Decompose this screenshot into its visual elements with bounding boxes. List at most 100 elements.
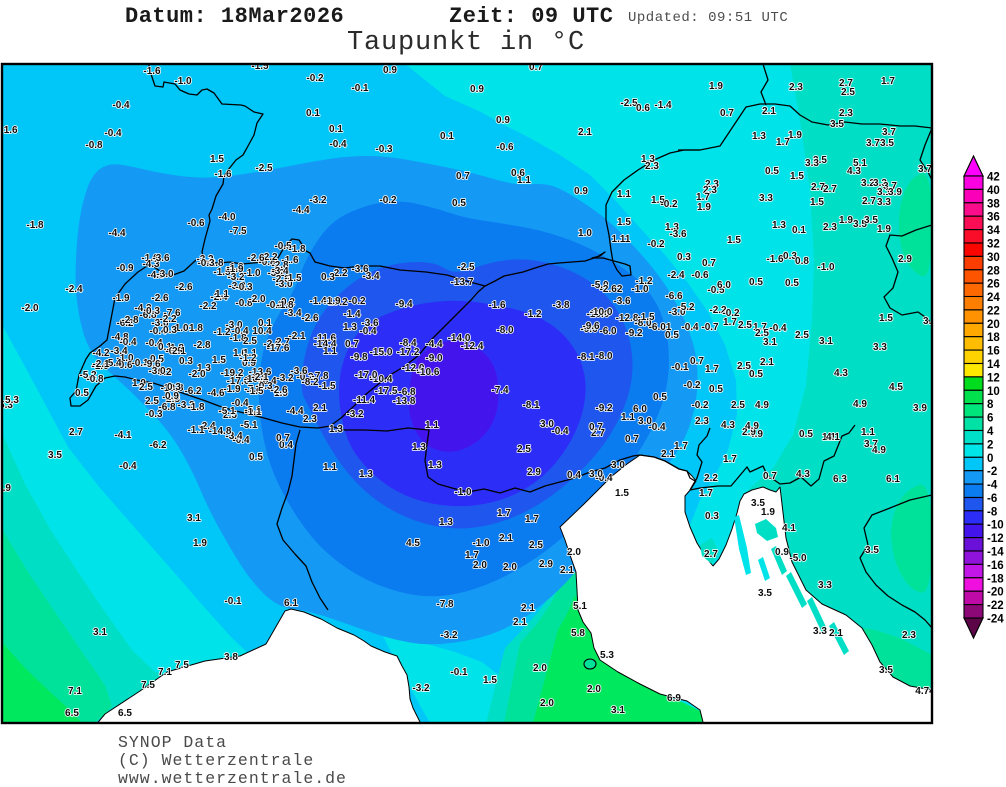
svg-text:1.1: 1.1 [425, 420, 439, 431]
svg-text:4.9: 4.9 [872, 445, 886, 456]
svg-text:4: 4 [987, 426, 994, 438]
svg-text:-0.4: -0.4 [149, 326, 167, 337]
svg-text:0.2: 0.2 [281, 297, 295, 308]
svg-text:3.2: 3.2 [861, 178, 875, 189]
svg-text:0.3: 0.3 [321, 272, 335, 283]
svg-text:-1.6: -1.6 [766, 254, 784, 265]
svg-text:3.7: 3.7 [864, 439, 878, 450]
svg-text:-19.2: -19.2 [221, 368, 244, 379]
svg-text:-0.2: -0.2 [722, 308, 740, 319]
svg-text:1.1: 1.1 [517, 175, 531, 186]
svg-text:-2.4: -2.4 [65, 284, 83, 295]
svg-text:-5.2: -5.2 [79, 370, 97, 381]
svg-text:-2.8: -2.8 [193, 340, 211, 351]
svg-text:2.9: 2.9 [539, 559, 553, 570]
svg-text:0.5: 0.5 [749, 369, 763, 380]
svg-text:-17.6: -17.6 [267, 343, 290, 354]
svg-text:-1.4: -1.4 [654, 100, 672, 111]
svg-text:0.5: 0.5 [765, 166, 779, 177]
svg-text:-17.0: -17.0 [227, 376, 250, 387]
svg-text:-0.1: -0.1 [671, 362, 689, 373]
svg-text:-8.1: -8.1 [577, 352, 595, 363]
svg-text:1.7: 1.7 [723, 317, 737, 328]
svg-text:-0.2: -0.2 [306, 73, 324, 84]
svg-text:2.3: 2.3 [705, 179, 719, 190]
svg-text:3.9: 3.9 [0, 483, 11, 494]
svg-text:-0.3: -0.3 [145, 409, 163, 420]
svg-text:1.5: 1.5 [790, 171, 804, 182]
svg-text:-14.8: -14.8 [209, 426, 232, 437]
svg-text:-10.0: -10.0 [587, 309, 610, 320]
svg-text:-6.6: -6.6 [665, 291, 683, 302]
svg-text:-7.6: -7.6 [163, 308, 181, 319]
svg-text:-5.1: -5.1 [244, 405, 262, 416]
svg-text:2.1: 2.1 [762, 106, 776, 117]
svg-text:3.7: 3.7 [918, 164, 932, 175]
svg-text:-0.2: -0.2 [154, 367, 172, 378]
svg-text:3.8: 3.8 [224, 652, 238, 663]
svg-text:-1.5: -1.5 [318, 381, 336, 392]
svg-text:-6.2: -6.2 [149, 440, 167, 451]
svg-text:0.3: 0.3 [146, 306, 160, 317]
svg-text:0.9: 0.9 [242, 358, 256, 369]
svg-text:-17.5: -17.5 [375, 386, 398, 397]
svg-text:-0.8: -0.8 [86, 374, 104, 385]
svg-text:-3.0: -3.0 [275, 279, 293, 290]
svg-text:-3.6: -3.6 [669, 229, 687, 240]
svg-text:2.1: 2.1 [313, 403, 327, 414]
svg-text:0.1: 0.1 [306, 108, 320, 119]
svg-text:-10: -10 [987, 520, 1004, 532]
svg-text:1.5: 1.5 [651, 195, 665, 206]
svg-text:-0.2: -0.2 [691, 400, 709, 411]
svg-text:3.3: 3.3 [873, 342, 887, 353]
svg-text:18: 18 [987, 332, 1000, 344]
svg-text:-0.4: -0.4 [595, 473, 613, 484]
svg-text:1.5: 1.5 [212, 355, 226, 366]
svg-text:2.3: 2.3 [645, 161, 659, 172]
svg-text:-4.8: -4.8 [111, 332, 129, 343]
svg-text:1.3: 1.3 [412, 442, 426, 453]
svg-text:-0.3: -0.3 [255, 381, 273, 392]
svg-text:-8.0: -8.0 [496, 325, 514, 336]
svg-text:7.1: 7.1 [158, 667, 172, 678]
svg-text:-4.3: -4.3 [142, 259, 160, 270]
svg-text:-0.1: -0.1 [450, 667, 468, 678]
svg-text:0.7: 0.7 [720, 108, 734, 119]
svg-text:1.3: 1.3 [439, 517, 453, 528]
svg-text:17.2: 17.2 [328, 297, 348, 308]
svg-text:1.1: 1.1 [243, 348, 257, 359]
svg-text:42: 42 [987, 172, 1000, 184]
svg-text:6.9: 6.9 [667, 693, 681, 704]
svg-text:1.1: 1.1 [323, 346, 337, 357]
svg-text:-15.0: -15.0 [370, 347, 393, 358]
svg-text:0.7: 0.7 [702, 258, 716, 269]
svg-text:-2.8: -2.8 [271, 260, 289, 271]
svg-text:0.9: 0.9 [165, 391, 179, 402]
svg-text:-1.2: -1.2 [524, 309, 542, 320]
svg-text:-14.0: -14.0 [448, 333, 471, 344]
svg-text:2.5: 2.5 [841, 87, 855, 98]
svg-text:1.3: 1.3 [343, 322, 357, 333]
svg-text:2.5: 2.5 [243, 336, 257, 347]
svg-text:-2.2: -2.2 [709, 305, 727, 316]
svg-text:3.5: 3.5 [865, 545, 879, 556]
svg-text:-1.8: -1.8 [229, 333, 247, 344]
svg-text:-0.4: -0.4 [112, 100, 130, 111]
svg-text:4.3: 4.3 [834, 368, 848, 379]
svg-text:3.1: 3.1 [877, 187, 891, 198]
svg-text:-8: -8 [987, 506, 998, 518]
svg-text:0.5: 0.5 [665, 330, 679, 341]
svg-text:3.1: 3.1 [763, 337, 777, 348]
svg-text:-0.4: -0.4 [648, 422, 666, 433]
svg-text:-2.0: -2.0 [21, 303, 39, 314]
svg-text:-6.8: -6.8 [158, 402, 176, 413]
svg-text:0.1: 0.1 [158, 342, 172, 353]
svg-text:-2.0: -2.0 [263, 339, 281, 350]
svg-text:0.7: 0.7 [589, 422, 603, 433]
svg-text:-6: -6 [987, 493, 997, 505]
svg-text:0.7: 0.7 [529, 62, 543, 73]
svg-text:-0.3: -0.3 [235, 282, 253, 293]
svg-text:3.1: 3.1 [611, 705, 625, 716]
svg-text:7.5: 7.5 [141, 680, 155, 691]
svg-text:-0.8: -0.8 [85, 140, 103, 151]
